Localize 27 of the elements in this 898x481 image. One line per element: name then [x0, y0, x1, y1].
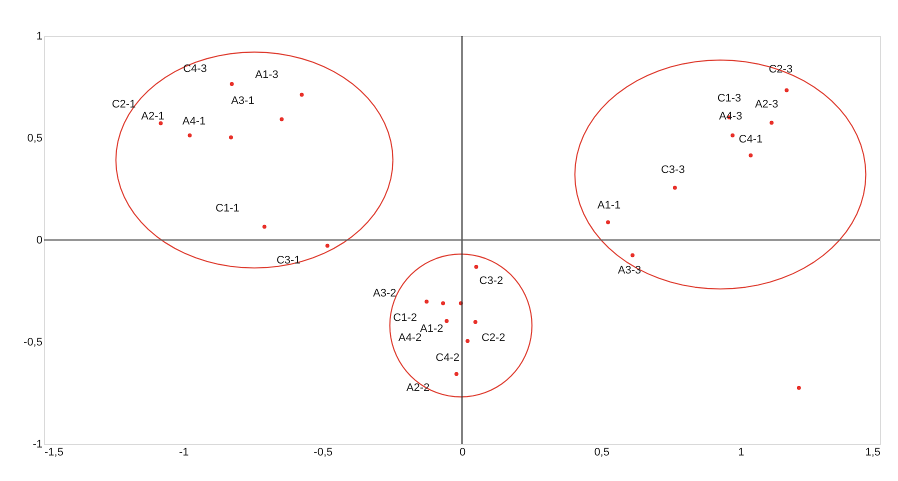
annotation: A2-3 [754, 98, 778, 111]
x-tick-label: 1 [738, 446, 744, 458]
annotation: C1-2 [393, 312, 417, 324]
annotation: A1-2 [420, 322, 444, 335]
annotation: A2-2 [406, 382, 430, 394]
y-tick-label: -0,5 [24, 336, 42, 348]
y-tick-label: -1 [32, 438, 42, 450]
x-tick-label: -1,5 [44, 446, 64, 458]
annotation: A1-1 [597, 199, 621, 212]
annotation: C4-1 [738, 133, 763, 146]
annotation: A4-2 [398, 332, 422, 344]
annotation: C2-2 [481, 332, 506, 344]
annotation: C3-2 [479, 274, 504, 287]
annotation: A3-2 [372, 288, 396, 300]
x-tick-label: 0 [459, 446, 466, 458]
x-tick-label: -0,5 [314, 446, 333, 458]
y-tick-label: 0,5 [27, 132, 42, 144]
annotation: C1-3 [717, 92, 742, 104]
annotation: C3-3 [660, 164, 685, 176]
x-tick-label: 0,5 [594, 446, 610, 458]
x-tick-label: -1 [178, 446, 189, 458]
annotation: A4-3 [718, 110, 742, 122]
annotation: A3-3 [618, 264, 642, 276]
y-tick-label: 1 [36, 30, 42, 42]
annotation: C4-2 [436, 352, 460, 364]
y-tick-label: 0 [36, 234, 42, 246]
x-tick-label: 1,5 [865, 446, 880, 458]
